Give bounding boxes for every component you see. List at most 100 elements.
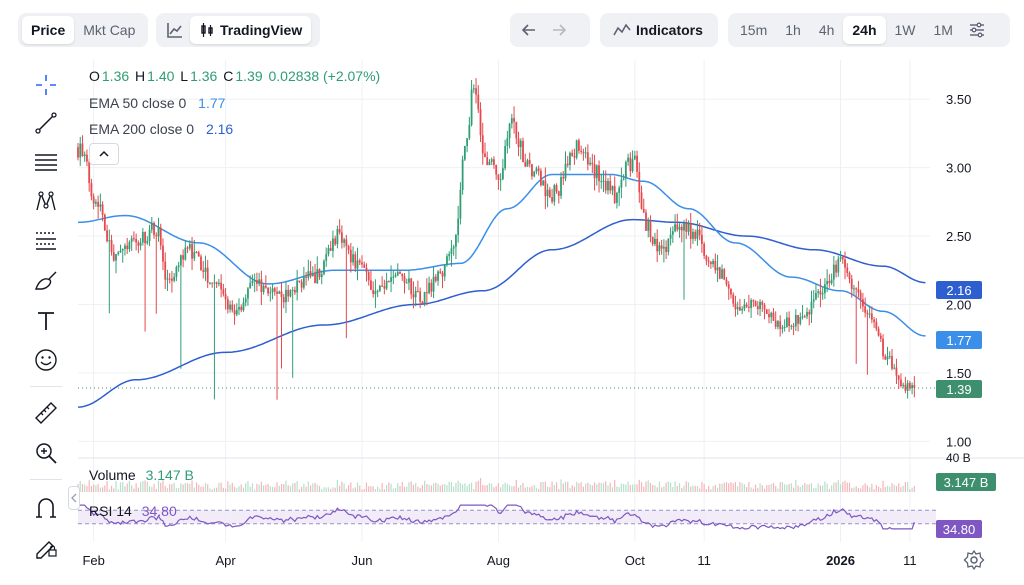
volume-bar — [283, 483, 285, 492]
candle-body — [906, 382, 909, 391]
candle-body — [517, 138, 520, 148]
line-chart-icon[interactable] — [160, 16, 190, 44]
undo-arrow-icon[interactable] — [514, 16, 544, 44]
y-tick-label: 1.50 — [946, 366, 971, 381]
volume-bar — [325, 487, 327, 492]
price-mode-button[interactable]: Price — [22, 16, 75, 44]
candle-body — [633, 155, 636, 160]
volume-bar — [882, 480, 884, 492]
chart-style-group: TradingView — [156, 13, 320, 47]
candle-body — [361, 262, 363, 265]
horizontal-lines-icon[interactable] — [32, 148, 60, 176]
indicators-button[interactable]: Indicators — [604, 16, 712, 44]
candle-body — [490, 159, 493, 162]
text-tool-icon[interactable] — [32, 307, 60, 335]
volume-bar — [222, 487, 224, 492]
candle-body — [774, 320, 777, 327]
candle-body — [830, 279, 833, 284]
candle-body — [291, 289, 294, 291]
timeframe-1h[interactable]: 1h — [785, 22, 801, 38]
candle-body — [378, 285, 381, 291]
volume-bar — [437, 483, 439, 492]
volume-bar — [674, 481, 676, 492]
timeframe-1m[interactable]: 1M — [933, 22, 953, 38]
volume-bar — [692, 485, 694, 492]
volume-bar — [685, 481, 687, 492]
x-tick-label: Feb — [82, 553, 104, 568]
volume-bar — [435, 482, 437, 492]
candle-body — [895, 367, 898, 376]
trend-line-icon[interactable] — [32, 109, 60, 137]
volume-bar — [473, 489, 475, 492]
brush-icon[interactable] — [32, 267, 60, 295]
volume-bar — [513, 486, 515, 492]
crosshair-icon[interactable] — [32, 71, 60, 99]
candle-body — [133, 238, 135, 240]
candle-body — [640, 192, 643, 209]
timeframe-15m[interactable]: 15m — [740, 22, 768, 38]
candle-body — [264, 285, 267, 288]
volume-bar — [889, 486, 891, 492]
volume-bar — [388, 482, 390, 492]
candle-body — [289, 290, 292, 297]
redo-arrow-icon[interactable] — [544, 16, 574, 44]
candle-body — [832, 264, 835, 280]
candle-body — [573, 156, 576, 158]
collapse-legend-button[interactable] — [89, 143, 119, 165]
candle-body — [148, 229, 151, 241]
volume-bar — [133, 488, 135, 492]
zoom-in-icon[interactable] — [32, 439, 60, 467]
candle-body — [130, 238, 133, 243]
candle-body — [195, 251, 198, 253]
candle-body — [593, 164, 596, 179]
candle-body — [754, 301, 757, 307]
candle-body — [647, 219, 650, 231]
tradingview-button[interactable]: TradingView — [190, 16, 312, 44]
emoji-icon[interactable] — [32, 346, 60, 374]
candle-body — [88, 161, 91, 184]
volume-bar — [772, 482, 775, 492]
candle-body — [347, 246, 350, 250]
mkt-cap-mode-button[interactable]: Mkt Cap — [83, 22, 136, 38]
fib-retracement-icon[interactable] — [32, 227, 60, 255]
volume-bar — [408, 482, 410, 492]
volume-value: 3.147 B — [145, 467, 194, 483]
volume-bar — [690, 486, 692, 492]
candle-body — [269, 292, 272, 294]
candle-body — [609, 181, 612, 191]
volume-bar — [175, 488, 177, 492]
volume-bar — [558, 489, 560, 492]
candle-body — [376, 290, 379, 292]
ema50-legend[interactable]: EMA 50 close 0 1.77 — [89, 95, 227, 111]
settings-sliders-icon[interactable] — [962, 16, 992, 44]
magnet-icon[interactable] — [32, 494, 60, 522]
volume-bar — [828, 488, 830, 492]
volume-bar — [520, 485, 522, 492]
candle-body — [488, 161, 491, 166]
timeframe-1w[interactable]: 1W — [894, 22, 916, 38]
candle-body — [743, 304, 746, 309]
candle-body — [911, 385, 914, 389]
ruler-icon[interactable] — [32, 399, 60, 427]
candle-body — [734, 303, 737, 310]
volume-bar — [93, 484, 95, 492]
candle-body — [235, 309, 238, 315]
rsi-pane — [77, 504, 936, 530]
pattern-tool-icon[interactable] — [32, 188, 60, 216]
candle-body — [785, 317, 788, 327]
edit-lock-icon[interactable] — [32, 533, 60, 561]
volume-bar — [227, 481, 229, 492]
timeframe-24h[interactable]: 24h — [843, 16, 886, 44]
chart-settings-gear-icon[interactable] — [963, 549, 985, 571]
volume-bar — [430, 485, 432, 492]
candle-body — [629, 157, 632, 172]
candle-body — [689, 223, 692, 239]
volume-bar — [321, 489, 323, 492]
candle-body — [258, 279, 261, 284]
ema200-legend[interactable]: EMA 200 close 0 2.16 — [89, 121, 235, 137]
timeframe-4h[interactable]: 4h — [818, 22, 835, 38]
rsi-label: RSI 14 — [89, 503, 132, 519]
volume-bar — [625, 484, 627, 492]
pane-collapse-handle[interactable] — [68, 486, 80, 510]
